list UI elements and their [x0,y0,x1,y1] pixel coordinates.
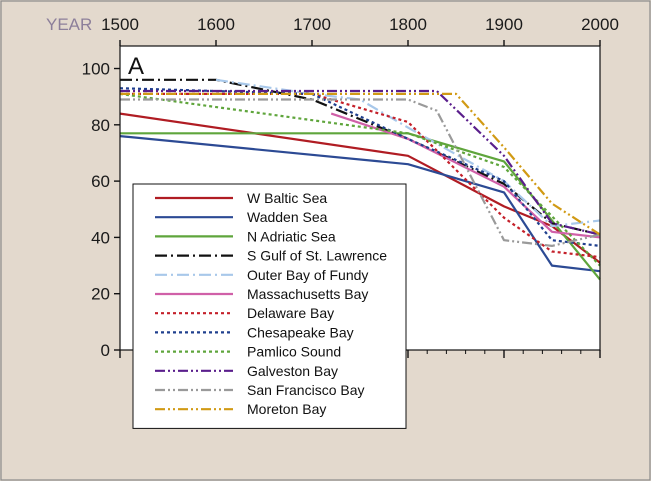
legend-label-8: Chesapeake Bay [247,324,354,340]
series-line-2 [119,135,601,273]
x-tick-label-6: 2000 [581,15,619,34]
legend-label-9: Pamlico Sound [247,344,341,360]
x-tick-label-4: 1800 [389,15,427,34]
x-tick-label-5: 1900 [485,15,523,34]
legend-label-10: Galveston Bay [247,363,338,379]
y-tick-label-2: 20 [91,285,110,304]
y-tick-label-1: 0 [101,341,110,360]
legend-label-5: Outer Bay of Fundy [247,267,368,283]
series-layer [119,78,601,281]
series-line-10 [120,89,601,236]
series-line-8 [119,87,601,247]
y-tick-label-4: 60 [91,172,110,191]
y-tick-label-6: 100 [82,60,110,79]
legend-label-1: W Baltic Sea [247,190,327,206]
x-tick-label-1: 1500 [101,15,139,34]
x-tick-label-3: 1700 [293,15,331,34]
legend-label-3: N Adriatic Sea [247,228,336,244]
axes-layer: 1500 1600 1700 1800 1900 2000 0 20 40 60 80 100 [82,15,619,360]
legend-label-6: Massachusetts Bay [247,286,368,302]
legend-label-4: S Gulf of St. Lawrence [247,248,387,264]
series-line-9 [119,92,601,267]
series-line-3 [120,132,601,281]
legend-box [132,183,407,429]
legend-label-7: Delaware Bay [247,305,334,321]
legend-label-2: Wadden Sea [247,209,328,225]
panel-label: A [128,53,144,80]
legend-label-12: Moreton Bay [247,401,326,417]
y-tick-label-5: 80 [91,116,110,135]
series-line-11 [120,98,601,247]
series-line-1 [119,112,601,264]
legend-label-11: San Francisco Bay [247,382,365,398]
legend: W Baltic Sea Wadden Sea N Adriatic Sea S Gu… [132,183,407,429]
x-axis-label: YEAR [46,15,92,34]
x-tick-label-2: 1600 [197,15,235,34]
y-tick-label-3: 40 [91,228,110,247]
series-line-7 [120,92,601,259]
